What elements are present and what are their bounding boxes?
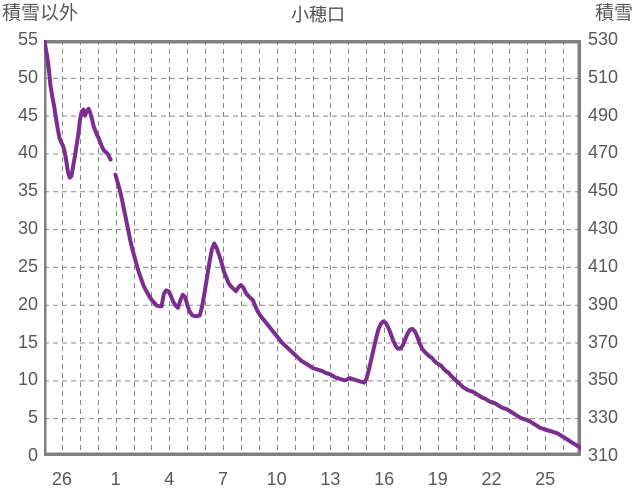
right-tick-label: 470 xyxy=(588,142,619,163)
right-tick-label: 530 xyxy=(588,29,619,49)
x-tick-label: 22 xyxy=(481,469,502,489)
left-tick-label: 0 xyxy=(27,445,38,465)
left-tick-label: 35 xyxy=(17,180,38,201)
right-tick-label: 350 xyxy=(588,369,619,390)
left-axis-title: 積雪以外 xyxy=(2,3,79,24)
right-tick-label: 510 xyxy=(588,66,619,87)
right-axis-title: 積雪 xyxy=(594,3,633,24)
x-tick-label: 26 xyxy=(51,469,72,489)
x-tick-label: 7 xyxy=(217,469,228,489)
x-tick-label: 16 xyxy=(374,469,395,489)
right-axis-tick-labels: 310 330 350 370 390 410 430 450 470 490 510 530 xyxy=(588,0,636,501)
right-tick-label: 330 xyxy=(588,407,619,428)
right-tick-label: 450 xyxy=(588,180,619,201)
x-tick-label: 1 xyxy=(110,469,121,489)
series-line xyxy=(113,172,581,451)
left-tick-label: 10 xyxy=(17,369,38,390)
series-line xyxy=(44,40,113,180)
right-tick-label: 430 xyxy=(588,218,619,239)
x-tick-label: 10 xyxy=(266,469,287,489)
left-axis-tick-labels: 0 5 10 15 20 25 30 35 40 45 50 55 xyxy=(0,0,38,501)
right-tick-label: 310 xyxy=(588,445,619,465)
left-tick-label: 55 xyxy=(17,29,38,49)
left-tick-label: 30 xyxy=(17,218,38,239)
right-tick-label: 490 xyxy=(588,104,619,125)
x-tick-label: 4 xyxy=(164,469,175,489)
plot-svg xyxy=(44,40,581,456)
left-tick-label: 40 xyxy=(17,142,38,163)
gridlines xyxy=(44,40,581,456)
right-tick-label: 410 xyxy=(588,255,619,276)
right-tick-label: 370 xyxy=(588,331,619,352)
left-tick-label: 45 xyxy=(17,104,38,125)
left-tick-label: 5 xyxy=(27,407,38,428)
left-tick-label: 15 xyxy=(17,331,38,352)
left-tick-label: 50 xyxy=(17,66,38,87)
x-tick-label: 19 xyxy=(427,469,448,489)
plot-area xyxy=(44,40,581,456)
right-tick-label: 390 xyxy=(588,293,619,314)
left-tick-label: 20 xyxy=(17,293,38,314)
chart-title: 小穂口 xyxy=(291,5,345,25)
left-tick-label: 25 xyxy=(17,255,38,276)
data-series xyxy=(44,40,581,451)
x-tick-label: 13 xyxy=(320,469,341,489)
x-tick-label: 25 xyxy=(535,469,556,489)
